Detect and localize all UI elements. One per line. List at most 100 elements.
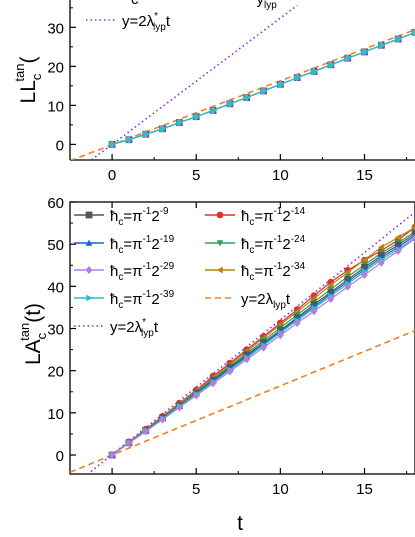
top-series-point-s39 bbox=[126, 136, 133, 144]
top-series-point-s39 bbox=[143, 130, 150, 138]
top-series-point-s39 bbox=[176, 119, 183, 126]
bottom-panel-tick-labels: 0 5 10 15 0 10 20 30 40 50 60 bbox=[47, 195, 373, 498]
bottom-y-tick-label: 60 bbox=[47, 195, 64, 212]
top-panel-plot-area bbox=[70, 4, 415, 160]
legend-item-s19: ħc=π-12-19 bbox=[74, 234, 175, 256]
top-series-point-s39 bbox=[294, 74, 301, 82]
top-panel-y-label: LLctan( bbox=[12, 57, 44, 104]
legend-item-s39: ħc=π-12-39 bbox=[74, 289, 175, 311]
top-x-tick-label: 0 bbox=[108, 167, 116, 184]
legend-label-s29: ħc=π-12-29 bbox=[110, 261, 175, 283]
bottom-series-point-s29 bbox=[310, 307, 318, 316]
legend-label-dash: y=2λlypt bbox=[241, 291, 291, 311]
bottom-series-point-s29 bbox=[361, 270, 368, 280]
legend-marker-s24 bbox=[216, 240, 224, 247]
top-series-point-s39 bbox=[378, 41, 385, 49]
top-panel-legend: y=2λ* lypt bbox=[86, 11, 171, 33]
bottom-panel-frame bbox=[69, 201, 415, 475]
top-x-tick-label: 10 bbox=[272, 167, 289, 184]
legend-item-s9: ħc=π-12-9 bbox=[74, 206, 169, 228]
bottom-series-point-s29 bbox=[175, 403, 183, 412]
bottom-series-point-s34 bbox=[394, 234, 401, 241]
legend-marker-s14 bbox=[216, 211, 224, 219]
top-series-point-s39 bbox=[159, 125, 166, 133]
legend-item-s24: ħc=π-12-24 bbox=[205, 234, 306, 256]
bottom-panel-tick-marks bbox=[69, 201, 408, 474]
bottom-x-tick-label: 5 bbox=[192, 481, 200, 498]
legend-marker-s34 bbox=[216, 266, 223, 274]
top-y-tick-label: 0 bbox=[56, 137, 64, 154]
top-series-point-s39 bbox=[395, 35, 402, 43]
legend-item-dash: y=2λlypt bbox=[205, 291, 291, 311]
top-series-point-s39 bbox=[361, 48, 368, 56]
bottom-series-point-s34 bbox=[377, 243, 385, 251]
top-series-point-s39 bbox=[260, 87, 267, 95]
bottom-panel-legend: ħc=π-12-9 ħc=π-12-14 ħc=π-12-19 ħc=π-12-24 ħ… bbox=[74, 206, 306, 339]
bottom-series-point-s29 bbox=[108, 450, 116, 460]
top-series-point-s39 bbox=[243, 94, 251, 101]
bottom-y-tick-label: 50 bbox=[47, 237, 64, 254]
bottom-series-point-s34 bbox=[361, 256, 368, 264]
top-series-point-s39 bbox=[412, 28, 415, 36]
bottom-y-tick-label: 30 bbox=[47, 322, 64, 339]
top-series-point-s39 bbox=[328, 61, 335, 69]
legend-label-s19: ħc=π-12-19 bbox=[110, 234, 175, 256]
top-x-tick-label: 15 bbox=[356, 167, 373, 184]
legend-item-s14: ħc=π-12-14 bbox=[205, 206, 306, 228]
bottom-series-point-s29 bbox=[226, 367, 234, 376]
legend-label-s24: ħc=π-12-24 bbox=[241, 234, 306, 256]
bottom-panel-y-label: LActan(t) bbox=[17, 303, 49, 365]
legend-label-s34: ħc=π-12-34 bbox=[241, 261, 306, 283]
bottom-series-point-s29 bbox=[377, 258, 385, 267]
legend-item-s29: ħc=π-12-29 bbox=[74, 261, 175, 283]
bottom-series-point-s29 bbox=[243, 355, 251, 364]
bottom-panel: 0 5 10 15 0 10 20 30 40 50 60 LActan(t) t ħc=π-12-… bbox=[17, 195, 415, 535]
bottom-series-point-s29 bbox=[276, 331, 284, 340]
top-series-point-s39 bbox=[210, 107, 217, 114]
top-series-point-s39 bbox=[277, 80, 284, 88]
bottom-x-tick-label: 15 bbox=[356, 481, 373, 498]
bottom-series-point-s34 bbox=[411, 225, 415, 230]
top-y-tick-label: 20 bbox=[47, 59, 64, 76]
top-panel-legend-partial: cylyp bbox=[131, 0, 277, 11]
bottom-panel-x-label: t bbox=[237, 512, 243, 535]
legend-label-s9: ħc=π-12-9 bbox=[110, 206, 169, 228]
top-legend-dot-label: y=2λ* lypt bbox=[122, 11, 171, 33]
top-panel-tick-marks bbox=[69, 7, 408, 160]
bottom-series-point-s29 bbox=[411, 234, 415, 243]
top-series-point-s39 bbox=[193, 113, 200, 121]
legend-marker-s19 bbox=[85, 239, 93, 246]
top-y-tick-label: 10 bbox=[47, 98, 64, 115]
bottom-series-point-s29 bbox=[209, 379, 217, 388]
bottom-y-tick-label: 40 bbox=[47, 279, 64, 296]
bottom-series-point-s29 bbox=[394, 246, 402, 255]
legend-label-dot: y=2λ* lypt bbox=[110, 317, 159, 339]
legend-marker-s9 bbox=[85, 211, 93, 219]
bottom-series-point-s29 bbox=[260, 343, 267, 352]
bottom-series-point-s29 bbox=[327, 294, 335, 304]
bottom-series-point-s29 bbox=[192, 391, 200, 400]
bottom-ref-line-dot bbox=[86, 211, 415, 474]
bottom-x-tick-label: 0 bbox=[108, 481, 116, 498]
legend-marker-s39 bbox=[86, 294, 93, 302]
bottom-y-tick-label: 0 bbox=[56, 448, 64, 465]
legend-label-s39: ħc=π-12-39 bbox=[110, 289, 175, 311]
top-series-point-s39 bbox=[227, 100, 234, 108]
legend-marker-s29 bbox=[85, 265, 93, 275]
top-y-tick-label: 30 bbox=[47, 20, 64, 37]
bottom-series-point-s29 bbox=[142, 427, 150, 436]
bottom-series-point-s29 bbox=[344, 282, 352, 291]
bottom-series-point-s29 bbox=[293, 318, 301, 328]
bottom-y-tick-label: 10 bbox=[47, 406, 64, 423]
legend-label-s14: ħc=π-12-14 bbox=[241, 206, 306, 228]
bottom-y-tick-label: 20 bbox=[47, 364, 64, 381]
top-series-point-s39 bbox=[109, 140, 116, 148]
top-panel-tick-labels: 0 5 10 15 0 10 20 30 bbox=[47, 20, 373, 184]
bottom-x-tick-label: 10 bbox=[272, 481, 289, 498]
bottom-series-point-s9 bbox=[411, 230, 415, 238]
bottom-series-point-s29 bbox=[159, 415, 166, 424]
bottom-panel-plot-area bbox=[70, 211, 415, 474]
legend-item-dot: y=2λ* lypt bbox=[74, 317, 159, 339]
top-series-point-s39 bbox=[344, 54, 352, 62]
